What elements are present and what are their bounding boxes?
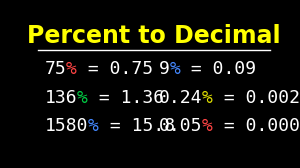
Text: %: % [88,117,99,135]
Text: %: % [77,89,88,107]
Text: = 15.8: = 15.8 [99,117,175,135]
Text: = 1.36: = 1.36 [88,89,164,107]
Text: %: % [202,117,213,135]
Text: 0.05: 0.05 [158,117,202,135]
Text: 9: 9 [158,60,169,78]
Text: 75: 75 [44,60,66,78]
Text: %: % [66,60,77,78]
Text: = 0.75: = 0.75 [77,60,153,78]
Text: 136: 136 [44,89,77,107]
Text: 0.24: 0.24 [158,89,202,107]
Text: = 0.09: = 0.09 [180,60,256,78]
Text: = 0.0005: = 0.0005 [213,117,300,135]
Text: 1580: 1580 [44,117,88,135]
Text: Percent to Decimal: Percent to Decimal [27,24,280,48]
Text: %: % [202,89,213,107]
Text: = 0.0024: = 0.0024 [213,89,300,107]
Text: %: % [169,60,180,78]
